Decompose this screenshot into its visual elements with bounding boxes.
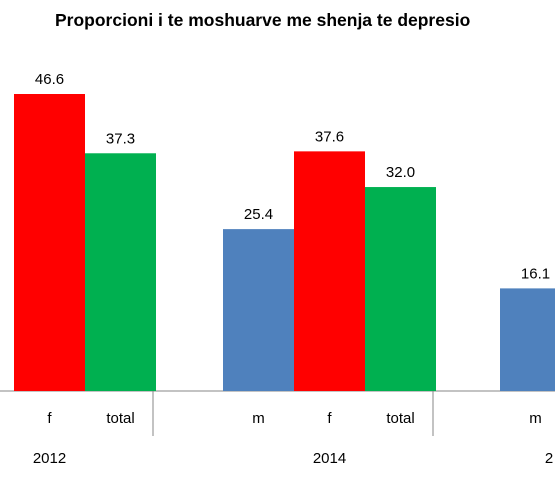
category-label-2014-total: total — [386, 410, 414, 427]
bar-2014-total — [365, 187, 436, 391]
bar-2012-total — [85, 153, 156, 391]
bar-2-m — [500, 288, 555, 391]
category-label-2012-total: total — [106, 410, 134, 427]
category-label-2012-f: f — [47, 410, 52, 427]
data-label-2-m: 16.1 — [521, 265, 550, 282]
data-label-2014-m: 25.4 — [244, 206, 273, 223]
category-label-2-m: m — [529, 410, 542, 427]
chart-title: Proporcioni i te moshuarve me shenja te … — [55, 10, 471, 30]
bar-2012-f — [14, 94, 85, 391]
data-label-2014-total: 32.0 — [386, 164, 415, 181]
year-label-1: 2014 — [313, 450, 346, 467]
category-label-2014-f: f — [327, 410, 332, 427]
bar-2014-f — [294, 151, 365, 391]
data-label-2012-total: 37.3 — [106, 130, 135, 147]
year-label-0: 2012 — [33, 450, 66, 467]
bar-2014-m — [223, 229, 294, 391]
year-label-2: 2 — [545, 450, 553, 467]
data-label-2012-f: 46.6 — [35, 71, 64, 88]
data-label-2014-f: 37.6 — [315, 128, 344, 145]
category-label-2014-m: m — [252, 410, 265, 427]
